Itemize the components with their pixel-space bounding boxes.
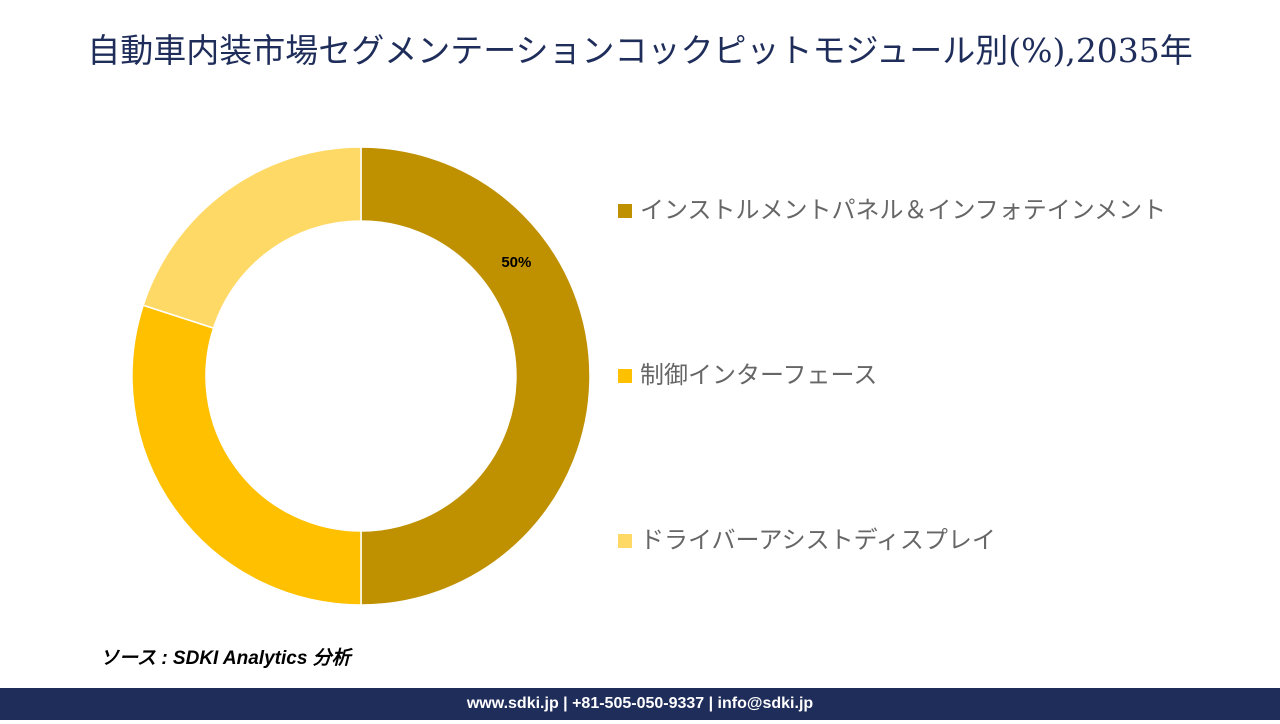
legend-swatch: [618, 534, 632, 548]
legend-swatch: [618, 369, 632, 383]
legend-swatch: [618, 204, 632, 218]
footer-bar: [0, 688, 1280, 720]
legend-label: ドライバーアシストディスプレイ: [640, 526, 996, 554]
donut-segment: [142, 146, 362, 330]
data-label: 50%: [501, 254, 531, 271]
source: ソース : SDKI Analytics 分析: [100, 647, 354, 669]
donut-segment: [360, 146, 591, 606]
chart-title: 自動車内装市場セグメンテーションコックピットモジュール別(%),2035年: [87, 31, 1193, 70]
legend-label: 制御インターフェース: [640, 361, 877, 389]
footer: www.sdki.jp | +81-505-050-9337 | info@sd…: [466, 695, 814, 712]
donut-segment: [131, 304, 362, 606]
legend-label: インストルメントパネル＆インフォテインメント: [640, 196, 1166, 224]
